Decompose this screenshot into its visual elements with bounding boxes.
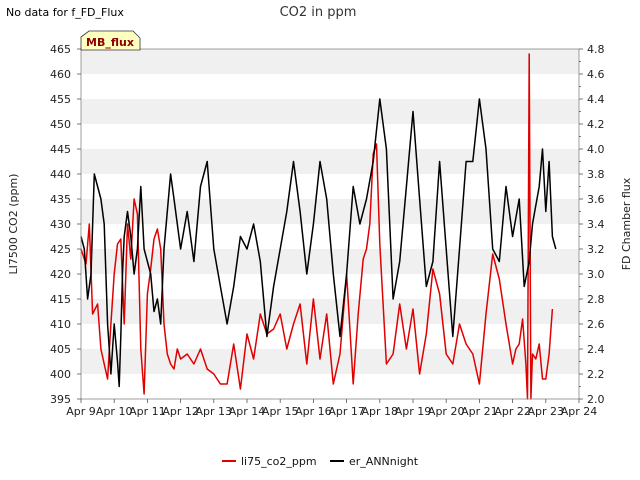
no-data-notice: No data for f_FD_Flux: [6, 6, 124, 19]
x-tick-label: Apr 19: [395, 405, 432, 418]
x-tick-label: Apr 23: [528, 405, 565, 418]
y2-tick-label: 3.2: [587, 243, 605, 256]
y2-tick-label: 3.4: [587, 218, 605, 231]
x-tick-label: Apr 11: [129, 405, 166, 418]
grid-band: [81, 249, 579, 274]
badge-label: MB_flux: [86, 36, 134, 49]
series-line-ann: [80, 98, 557, 388]
grid-band: [81, 199, 579, 224]
axis-ticks: 395 400 405 410 415 420 425 430 435 440 445 450 455 4…: [50, 43, 605, 418]
y-tick-label: 435: [50, 193, 71, 206]
grid-band: [81, 149, 579, 174]
x-tick-label: Apr 10: [96, 405, 133, 418]
y2-tick-label: 2.0: [587, 393, 605, 406]
grid-band: [81, 49, 579, 74]
y-tick-label: 445: [50, 143, 71, 156]
y2-tick-label: 4.8: [587, 43, 605, 56]
y-tick-label: 430: [50, 218, 71, 231]
series-layer: [80, 53, 557, 400]
y-tick-label: 455: [50, 93, 71, 106]
mb-flux-badge: MB_flux: [80, 30, 141, 51]
y2-tick-label: 2.2: [587, 368, 605, 381]
x-tick-label: Apr 12: [162, 405, 199, 418]
y-tick-label: 400: [50, 368, 71, 381]
x-tick-label: Apr 16: [295, 405, 332, 418]
x-tick-label: Apr 18: [362, 405, 399, 418]
y-tick-label: 405: [50, 343, 71, 356]
legend-label-ann: er_ANNnight: [349, 455, 419, 468]
y-tick-label: 395: [50, 393, 71, 406]
x-tick-label: Apr 15: [262, 405, 299, 418]
y2-tick-label: 2.8: [587, 293, 605, 306]
y2-tick-label: 4.6: [587, 68, 605, 81]
y-tick-label: 450: [50, 118, 71, 131]
x-tick-label: Apr 24: [561, 405, 598, 418]
legend-label-co2: li75_co2_ppm: [241, 455, 317, 468]
y-tick-label: 425: [50, 243, 71, 256]
x-tick-label: Apr 13: [196, 405, 233, 418]
y-tick-label: 440: [50, 168, 71, 181]
legend: li75_co2_ppm er_ANNnight: [222, 455, 419, 468]
y2-tick-label: 4.4: [587, 93, 605, 106]
x-tick-label: Apr 21: [461, 405, 498, 418]
series-line-co2: [80, 53, 554, 400]
y2-tick-label: 2.4: [587, 343, 605, 356]
y-tick-label: 420: [50, 268, 71, 281]
y-tick-label: 410: [50, 318, 71, 331]
y-tick-label: 460: [50, 68, 71, 81]
grid-band: [81, 99, 579, 124]
y-axis-label: LI7500 CO2 (ppm): [7, 174, 20, 275]
x-tick-label: Apr 14: [229, 405, 266, 418]
y2-tick-label: 3.8: [587, 168, 605, 181]
y-tick-label: 465: [50, 43, 71, 56]
x-tick-label: Apr 9: [66, 405, 96, 418]
y2-tick-label: 4.0: [587, 143, 605, 156]
chart-title: CO2 in ppm: [280, 5, 357, 20]
y-tick-label: 415: [50, 293, 71, 306]
y2-tick-label: 4.2: [587, 118, 605, 131]
x-tick-label: Apr 17: [328, 405, 365, 418]
y2-tick-label: 2.6: [587, 318, 605, 331]
y2-axis-label: FD Chamber flux: [620, 177, 633, 270]
x-tick-label: Apr 20: [428, 405, 465, 418]
y2-tick-label: 3.0: [587, 268, 605, 281]
y2-tick-label: 3.6: [587, 193, 605, 206]
x-tick-label: Apr 22: [494, 405, 531, 418]
